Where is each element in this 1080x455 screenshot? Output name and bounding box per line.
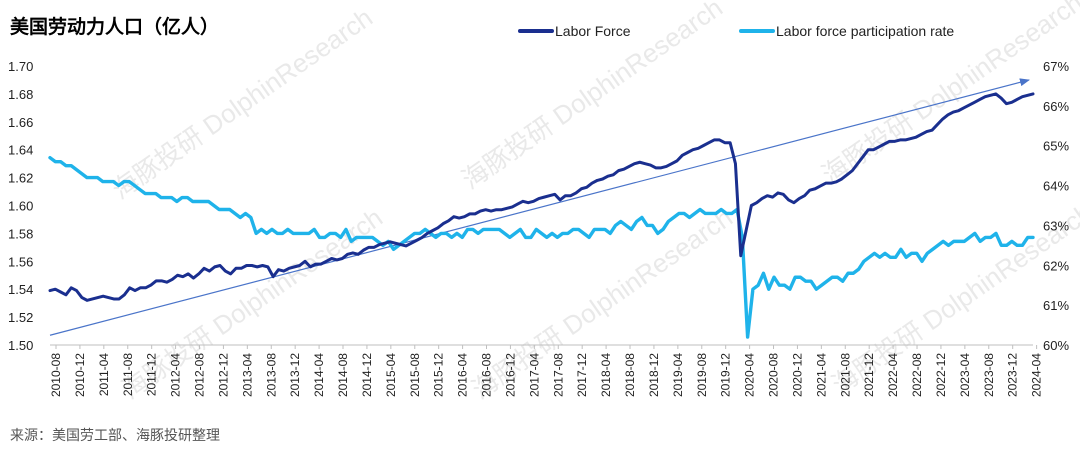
left-axis-tick: 1.56	[8, 254, 33, 269]
x-axis-tick: 2021-12	[862, 353, 876, 397]
x-axis-tick: 2013-04	[240, 353, 254, 397]
x-axis-tick: 2011-04	[97, 353, 111, 396]
x-axis-tick: 2019-08	[695, 353, 709, 397]
x-axis-tick: 2016-08	[480, 353, 494, 397]
x-axis-tick: 2020-08	[767, 353, 781, 397]
right-axis-tick: 60%	[1043, 338, 1069, 353]
left-axis-tick: 1.68	[8, 87, 33, 102]
left-axis-tick: 1.52	[8, 310, 33, 325]
plot-area	[48, 78, 1035, 339]
x-axis-tick: 2018-04	[599, 353, 613, 397]
x-axis-tick: 2022-04	[886, 353, 900, 397]
x-axis-tick: 2017-08	[551, 353, 565, 397]
x-axis-tick: 2022-08	[910, 353, 924, 397]
left-axis-tick: 1.66	[8, 115, 33, 130]
x-axis-tick: 2017-12	[575, 353, 589, 397]
right-axis-tick-labels: 60% 61% 62% 63% 64% 65% 66% 67%	[1043, 59, 1069, 353]
x-axis-tick: 2012-04	[169, 353, 183, 397]
x-axis-tick: 2014-04	[312, 353, 326, 397]
x-axis-tick: 2014-12	[360, 353, 374, 397]
x-axis-tick: 2011-08	[121, 353, 135, 396]
left-axis-tick: 1.70	[8, 59, 33, 74]
x-axis-tick: 2021-04	[814, 353, 828, 397]
x-axis-tick: 2015-04	[384, 353, 398, 397]
left-axis-tick: 1.60	[8, 199, 33, 214]
x-axis-tick: 2011-12	[145, 353, 159, 396]
right-axis-tick: 62%	[1043, 258, 1069, 273]
x-axis-tick: 2018-12	[647, 353, 661, 397]
right-axis-tick: 64%	[1043, 179, 1069, 194]
right-axis-tick: 66%	[1043, 99, 1069, 114]
x-axis-tick: 2013-12	[288, 353, 302, 397]
x-axis-tick: 2020-12	[790, 353, 804, 397]
left-axis-tick: 1.62	[8, 171, 33, 186]
legend-label-labor-force: Labor Force	[555, 23, 631, 39]
x-axis-tick: 2024-04	[1030, 353, 1044, 397]
x-axis-tick: 2019-04	[671, 353, 685, 397]
x-axis-tick: 2014-08	[336, 353, 350, 397]
x-axis-tick: 2015-08	[408, 353, 422, 397]
x-axis-tick: 2022-12	[934, 353, 948, 397]
left-axis-tick: 1.64	[8, 143, 33, 158]
right-axis-tick: 63%	[1043, 218, 1069, 233]
x-axis-tick: 2015-12	[432, 353, 446, 397]
left-axis-tick: 1.58	[8, 226, 33, 241]
x-axis-tick: 2010-08	[49, 353, 63, 397]
legend-label-participation-rate: Labor force participation rate	[776, 23, 954, 39]
x-axis-tick: 2023-04	[958, 353, 972, 397]
right-axis-tick: 61%	[1043, 298, 1069, 313]
labor-force-line	[48, 92, 1035, 302]
x-axis-tick: 2021-08	[838, 353, 852, 397]
left-axis-tick-labels: 1.50 1.52 1.54 1.56 1.58 1.60 1.62 1.64 1.66 1.68…	[8, 59, 33, 353]
x-axis-tick-labels: 2010-08 2010-12 2011-04 2011-08 2011-12 2012-…	[49, 345, 1044, 397]
x-axis-tick: 2019-12	[719, 353, 733, 397]
trend-arrow	[49, 78, 1030, 336]
x-axis-tick: 2010-12	[73, 353, 87, 397]
watermark: 海豚投研 DolphinResearch 海豚投研 DolphinResearc…	[106, 0, 1080, 405]
source-note: 来源：美国劳工部、海豚投研整理	[10, 428, 220, 444]
x-axis-tick: 2012-08	[193, 353, 207, 397]
x-axis-tick: 2016-12	[503, 353, 517, 397]
x-axis-tick: 2016-04	[456, 353, 470, 397]
participation-rate-line	[48, 155, 1035, 339]
x-axis-tick: 2018-08	[623, 353, 637, 397]
x-axis-tick: 2013-08	[264, 353, 278, 397]
right-axis-tick: 67%	[1043, 59, 1069, 74]
x-axis-tick: 2020-04	[743, 353, 757, 397]
x-axis-tick: 2023-08	[982, 353, 996, 397]
x-axis-tick: 2023-12	[1006, 353, 1020, 397]
legend: Labor Force Labor force participation ra…	[518, 23, 954, 39]
right-axis-tick: 65%	[1043, 139, 1069, 154]
left-axis-tick: 1.50	[8, 338, 33, 353]
left-axis-tick: 1.54	[8, 282, 33, 297]
chart-title: 美国劳动力人口（亿人）	[10, 15, 219, 38]
x-axis-tick: 2012-12	[216, 353, 230, 397]
x-axis-tick: 2017-04	[527, 353, 541, 397]
